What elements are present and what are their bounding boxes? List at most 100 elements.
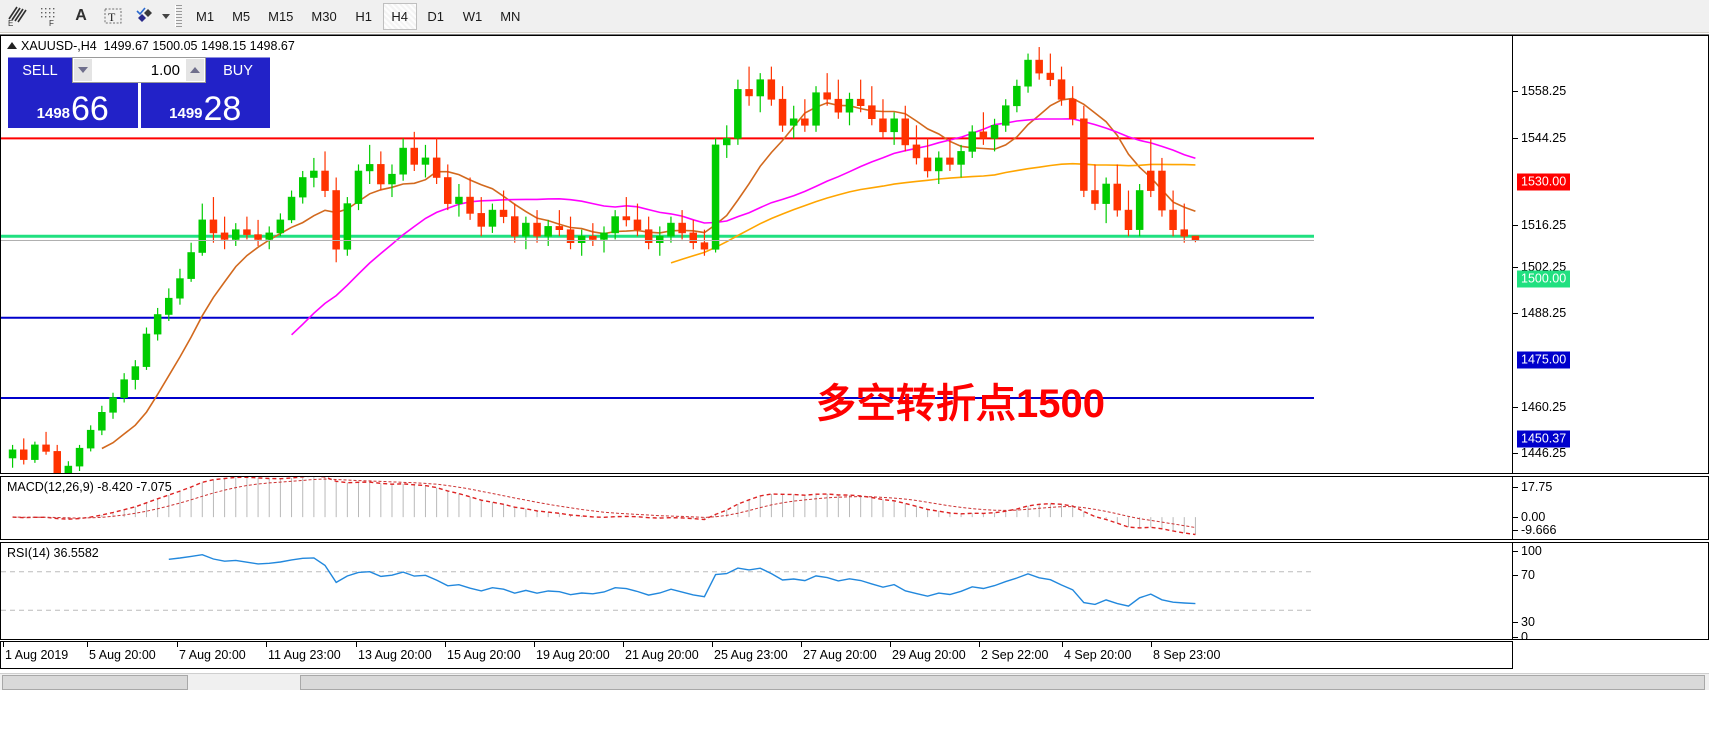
svg-text:T: T (108, 10, 116, 24)
price-axis[interactable]: 1558.25 1544.25 1516.25 1502.25 1488.25 1460.… (1512, 36, 1708, 473)
price-plot[interactable]: SELL 1.00 BUY 1498 66 1499 28 (1, 36, 1512, 473)
timeframe-w1[interactable]: W1 (462, 8, 483, 24)
rsi-pane[interactable]: RSI(14) 36.5582 100 70 30 0 (0, 542, 1709, 640)
time-axis-tick (3, 642, 4, 647)
time-axis-tick (1062, 642, 1063, 647)
macd-pane[interactable]: MACD(12,26,9) -8.420 -7.075 17.75 0.00 -9.… (0, 476, 1709, 540)
time-axis-label: 21 Aug 20:00 (625, 648, 699, 662)
sell-button[interactable]: SELL (8, 57, 72, 83)
price-axis-label: 1446.25 (1521, 446, 1567, 460)
macd-axis-label: -9.666 (1521, 523, 1557, 537)
macd-plot[interactable] (1, 477, 1512, 539)
time-axis-tick (979, 642, 980, 647)
timeframe-d1[interactable]: D1 (427, 8, 445, 24)
price-axis-label: 1488.25 (1521, 306, 1567, 320)
scrollbar-thumb-left[interactable] (2, 675, 188, 690)
timeframe-m1[interactable]: M1 (196, 8, 215, 24)
time-axis-label: 13 Aug 20:00 (358, 648, 432, 662)
timeframe-m30[interactable]: M30 (311, 8, 337, 24)
time-axis-tick (534, 642, 535, 647)
timeframe-h1[interactable]: H1 (355, 8, 373, 24)
rsi-axis-tick (1513, 551, 1518, 552)
time-axis-tick (356, 642, 357, 647)
timeframe-mn[interactable]: MN (500, 8, 521, 24)
trade-panel-header: SELL 1.00 BUY (8, 57, 270, 83)
price-level-badge[interactable]: 1530.00 (1517, 173, 1571, 191)
rsi-axis-label: 70 (1521, 568, 1535, 582)
rsi-axis-label: 30 (1521, 615, 1535, 629)
price-axis-tick (1513, 225, 1518, 226)
price-level-badge[interactable]: 1475.00 (1517, 351, 1571, 369)
sell-price-display[interactable]: 1498 66 (8, 83, 138, 128)
price-axis-label: 1544.25 (1521, 131, 1567, 145)
price-canvas (1, 47, 1314, 473)
rsi-title: RSI(14) 36.5582 (7, 546, 99, 560)
rsi-axis-label: 100 (1521, 544, 1542, 558)
trade-panel-quotes: 1498 66 1499 28 (8, 83, 270, 128)
svg-text:F: F (49, 19, 54, 27)
rsi-axis-label: 0 (1521, 630, 1528, 640)
time-axis-tick (177, 642, 178, 647)
price-pane[interactable]: XAUUSD-,H4 1499.67 1500.05 1498.15 1498.… (0, 35, 1709, 474)
price-axis-tick (1513, 453, 1518, 454)
chart-area: XAUUSD-,H4 1499.67 1500.05 1498.15 1498.… (0, 34, 1709, 737)
price-axis-label: 1460.25 (1521, 400, 1567, 414)
buy-price-display[interactable]: 1499 28 (140, 83, 270, 128)
lot-size-stepper[interactable]: 1.00 (72, 57, 206, 83)
time-axis-label: 11 Aug 23:00 (268, 648, 341, 662)
macd-axis-tick (1513, 487, 1518, 488)
time-axis-tick (266, 642, 267, 647)
price-axis-tick (1513, 267, 1518, 268)
text-label-icon[interactable]: A (75, 7, 87, 24)
price-axis-label: 1516.25 (1521, 218, 1567, 232)
toolbar-separator (175, 5, 182, 27)
scrollbar-thumb-main[interactable] (300, 675, 1705, 690)
timeframe-m5[interactable]: M5 (232, 8, 251, 24)
time-axis-tick (712, 642, 713, 647)
ohlc-values: 1499.67 1500.05 1498.15 1498.67 (103, 39, 295, 53)
symbol-ohlc-bar: XAUUSD-,H4 1499.67 1500.05 1498.15 1498.… (7, 39, 295, 53)
rsi-plot[interactable] (1, 543, 1512, 639)
rsi-axis-tick (1513, 622, 1518, 623)
objects-dropdown-caret-icon[interactable] (162, 13, 170, 19)
buy-price-pips: 28 (203, 90, 242, 128)
lot-size-input[interactable]: 1.00 (93, 58, 185, 82)
time-axis-label: 27 Aug 20:00 (803, 648, 877, 662)
time-axis[interactable]: 1 Aug 2019 5 Aug 20:00 7 Aug 20:00 11 Aug 2… (0, 641, 1513, 669)
crosshair-grid-icon[interactable]: F (34, 2, 64, 30)
time-axis-tick (445, 642, 446, 647)
macd-axis: 17.75 0.00 -9.666 (1512, 477, 1708, 539)
chart-annotation-text: 多空转折点1500 (816, 382, 1105, 426)
timeframe-m15[interactable]: M15 (268, 8, 294, 24)
price-axis-label: 1558.25 (1521, 84, 1567, 98)
time-axis-label: 25 Aug 23:00 (714, 648, 788, 662)
indicators-icon[interactable]: E (2, 2, 32, 30)
text-object-icon[interactable]: T (98, 2, 128, 30)
time-axis-label: 7 Aug 20:00 (179, 648, 246, 662)
time-axis-label: 5 Aug 20:00 (89, 648, 156, 662)
objects-list-icon[interactable] (130, 2, 160, 30)
lot-decrease-button[interactable] (73, 58, 93, 82)
price-axis-tick (1513, 407, 1518, 408)
timeframe-h4[interactable]: H4 (382, 2, 417, 30)
horizontal-scrollbar[interactable] (0, 673, 1709, 690)
price-level-badge[interactable]: 1450.37 (1517, 430, 1571, 448)
time-axis-tick (623, 642, 624, 647)
price-axis-tick (1513, 138, 1518, 139)
macd-canvas (12, 477, 1196, 536)
sell-price-pips: 66 (71, 90, 109, 128)
macd-axis-tick (1513, 530, 1518, 531)
macd-title: MACD(12,26,9) -8.420 -7.075 (7, 480, 172, 494)
rsi-canvas (1, 553, 1314, 611)
lot-increase-button[interactable] (185, 58, 205, 82)
time-axis-tick (87, 642, 88, 647)
macd-axis-label: 0.00 (1521, 510, 1546, 524)
macd-axis-tick (1513, 517, 1518, 518)
one-click-trade-panel[interactable]: SELL 1.00 BUY 1498 66 1499 28 (8, 57, 270, 128)
symbol-expand-icon[interactable] (7, 42, 17, 49)
buy-button[interactable]: BUY (206, 57, 270, 83)
buy-price-prefix: 1499 (169, 105, 203, 122)
price-level-badge[interactable]: 1500.00 (1517, 270, 1571, 288)
time-axis-label: 4 Sep 20:00 (1064, 648, 1132, 662)
time-axis-label: 2 Sep 22:00 (981, 648, 1049, 662)
